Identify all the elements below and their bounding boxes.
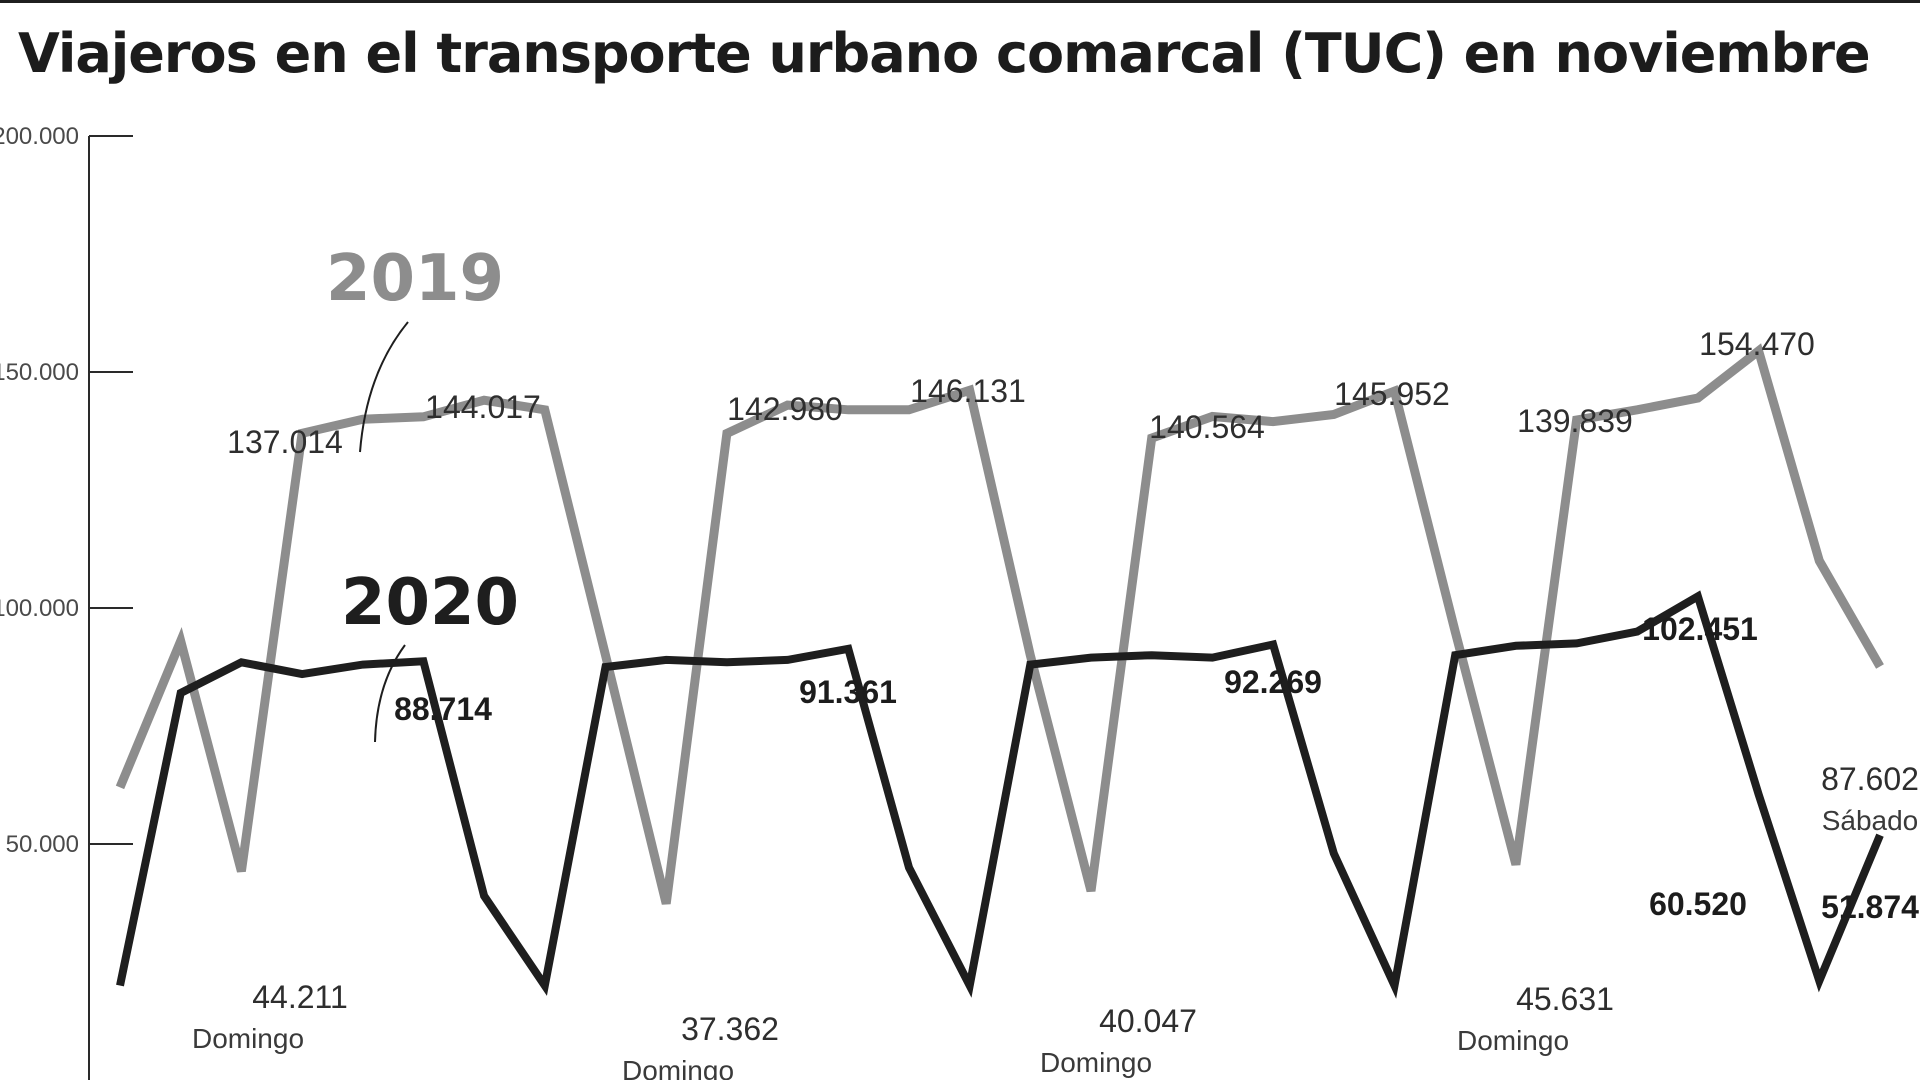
data-label-2020: 88.714 xyxy=(394,691,492,727)
data-label-2019: 37.362 xyxy=(681,1011,779,1047)
data-labels: 2019 2020 44.211 Domingo 137.014 144.017 37.36… xyxy=(192,242,1919,1080)
data-label-2020: 51.874 xyxy=(1821,889,1919,925)
data-label-2020: 92.269 xyxy=(1224,664,1322,700)
legend-label-2020: 2020 xyxy=(341,566,519,640)
data-label-2019: 45.631 xyxy=(1516,981,1614,1017)
day-note-label: Domingo xyxy=(1040,1047,1152,1078)
legend-label-2019: 2019 xyxy=(326,242,504,316)
data-label-2019: 137.014 xyxy=(227,424,343,460)
leader-line-2019 xyxy=(359,321,409,453)
data-label-2019: 139.839 xyxy=(1517,403,1633,439)
top-rule xyxy=(0,0,1920,3)
data-label-2019: 140.564 xyxy=(1149,409,1265,445)
series-line-2019 xyxy=(115,343,1884,905)
data-label-2020: 60.520 xyxy=(1649,886,1747,922)
y-axis: 200.000 150.000 100.000 50.000 xyxy=(0,123,133,1080)
y-tick-label: 200.000 xyxy=(0,123,79,150)
y-tick-label: 100.000 xyxy=(0,595,79,622)
data-label-2019: 40.047 xyxy=(1099,1003,1197,1039)
data-label-2020: 102.451 xyxy=(1642,611,1758,647)
data-label-2019: 146.131 xyxy=(910,373,1026,409)
data-label-2020: 91.361 xyxy=(799,674,897,710)
leader-line-2020 xyxy=(374,644,406,743)
day-note-label: Domingo xyxy=(192,1023,304,1054)
day-note-label: Domingo xyxy=(1457,1025,1569,1056)
y-tick-label: 150.000 xyxy=(0,359,79,386)
data-label-2019: 87.602 xyxy=(1821,761,1919,797)
data-label-2019: 144.017 xyxy=(425,389,541,425)
day-note-label: Domingo xyxy=(622,1055,734,1080)
data-label-2019: 142.980 xyxy=(727,391,843,427)
chart-title: Viajeros en el transporte urbano comarca… xyxy=(18,22,1871,85)
data-label-2019: 154.470 xyxy=(1699,326,1815,362)
data-label-2019: 145.952 xyxy=(1334,376,1450,412)
y-tick-label: 50.000 xyxy=(6,831,79,858)
series-line-2020 xyxy=(116,590,1884,999)
data-label-2019: 44.211 xyxy=(252,979,348,1015)
series-lines xyxy=(115,343,1884,999)
day-note-label: Sábado xyxy=(1822,805,1919,836)
